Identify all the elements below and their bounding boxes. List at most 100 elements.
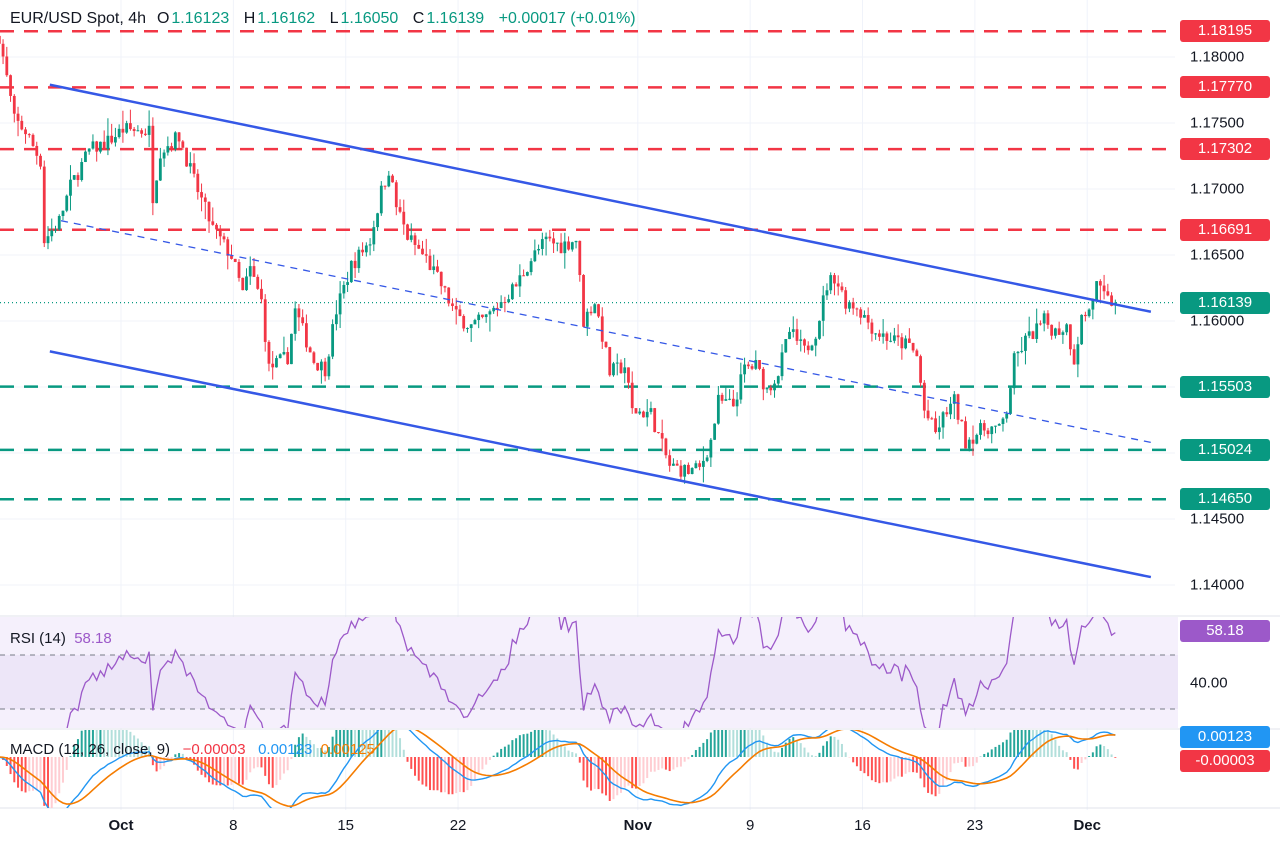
candle	[937, 415, 941, 440]
candle	[293, 301, 297, 341]
candle	[499, 295, 503, 309]
candle-body	[645, 411, 649, 418]
candle	[866, 307, 870, 330]
candle-body	[5, 56, 9, 76]
candle-body	[12, 95, 16, 114]
candle-body	[211, 221, 215, 225]
candle-body	[39, 155, 42, 167]
time-tick-label: Nov	[623, 817, 652, 834]
candle	[357, 246, 361, 273]
candle-body	[31, 134, 35, 146]
candle	[967, 437, 971, 452]
candle	[1050, 324, 1054, 340]
candle	[99, 141, 102, 154]
candle-body	[1020, 350, 1024, 352]
candle-body	[301, 317, 305, 324]
channel-trendline	[49, 350, 1152, 579]
macd-signal-value: 0.00125	[320, 741, 375, 758]
candle-body	[510, 284, 514, 300]
candle-body	[518, 275, 522, 287]
candle-body	[769, 387, 773, 391]
candle-body	[439, 271, 443, 287]
candle	[1020, 336, 1024, 354]
candle-body	[570, 242, 574, 250]
candle	[1106, 283, 1110, 297]
candle-body	[428, 255, 432, 271]
candle	[170, 142, 173, 152]
candle	[1024, 333, 1027, 365]
price-tick-label: 1.14500	[1190, 510, 1245, 528]
price-tick-label: 1.17000	[1190, 180, 1245, 198]
candle-body	[409, 235, 413, 240]
candle	[1098, 279, 1102, 302]
candle	[537, 244, 540, 255]
candle	[821, 285, 825, 337]
candle-body	[552, 238, 555, 244]
candle-body	[132, 129, 136, 132]
candle	[323, 357, 327, 382]
candle	[649, 401, 653, 415]
candle-body	[982, 423, 986, 431]
candle-body	[836, 283, 840, 287]
candle-body	[121, 128, 125, 133]
candle-body	[548, 236, 552, 239]
candle-body	[765, 387, 769, 390]
candle-body	[99, 141, 102, 152]
candle-body	[922, 382, 926, 411]
macd-hist-value: −0.00003	[182, 741, 246, 758]
candle	[653, 407, 657, 433]
candle-body	[533, 250, 537, 262]
candle	[874, 333, 878, 340]
candle-body	[237, 261, 241, 278]
candle	[1042, 310, 1046, 332]
candle-body	[746, 364, 750, 367]
candle-body	[795, 329, 799, 341]
candle	[544, 232, 548, 256]
rsi-value-tag: 58.18	[1180, 620, 1270, 642]
candle-body	[207, 201, 211, 222]
candle-body	[896, 335, 900, 338]
candle	[1012, 351, 1016, 395]
candle	[919, 354, 922, 387]
candle-body	[267, 341, 271, 364]
candle-body	[443, 286, 447, 288]
candle-body	[293, 308, 297, 334]
candle-body	[731, 398, 735, 407]
candle-body	[979, 423, 982, 435]
candle	[136, 125, 140, 132]
candle-body	[1009, 388, 1012, 414]
candle	[1113, 299, 1117, 315]
candle-body	[308, 347, 312, 353]
candle-body	[166, 146, 170, 153]
candle	[574, 240, 578, 249]
candle	[443, 285, 447, 293]
candle-body	[1050, 324, 1054, 336]
candle-body	[825, 290, 829, 296]
symbol-title: EUR/USD Spot, 4h	[10, 10, 147, 27]
candle-body	[694, 463, 698, 469]
candle	[181, 140, 185, 151]
macd-legend: MACD (12, 26, close, 9) −0.00003 0.00123…	[10, 741, 375, 758]
candle-body	[394, 182, 398, 208]
current-price-tag: 1.16139	[1180, 291, 1270, 314]
candle-body	[316, 362, 320, 371]
candle	[151, 117, 155, 216]
candle	[226, 236, 230, 270]
candle	[84, 150, 87, 163]
candle	[9, 74, 12, 102]
candle-body	[952, 394, 956, 404]
candle	[267, 340, 271, 372]
candle	[657, 432, 660, 434]
candle-body	[492, 307, 496, 312]
candle	[349, 260, 353, 283]
candle	[417, 239, 421, 250]
candle-body	[814, 338, 818, 346]
channel-trendline	[49, 83, 1152, 313]
candle	[848, 300, 851, 313]
candle	[245, 268, 248, 291]
candle-body	[1068, 324, 1072, 350]
candle	[477, 312, 481, 329]
candle-body	[35, 145, 39, 156]
candle-body	[720, 394, 724, 401]
